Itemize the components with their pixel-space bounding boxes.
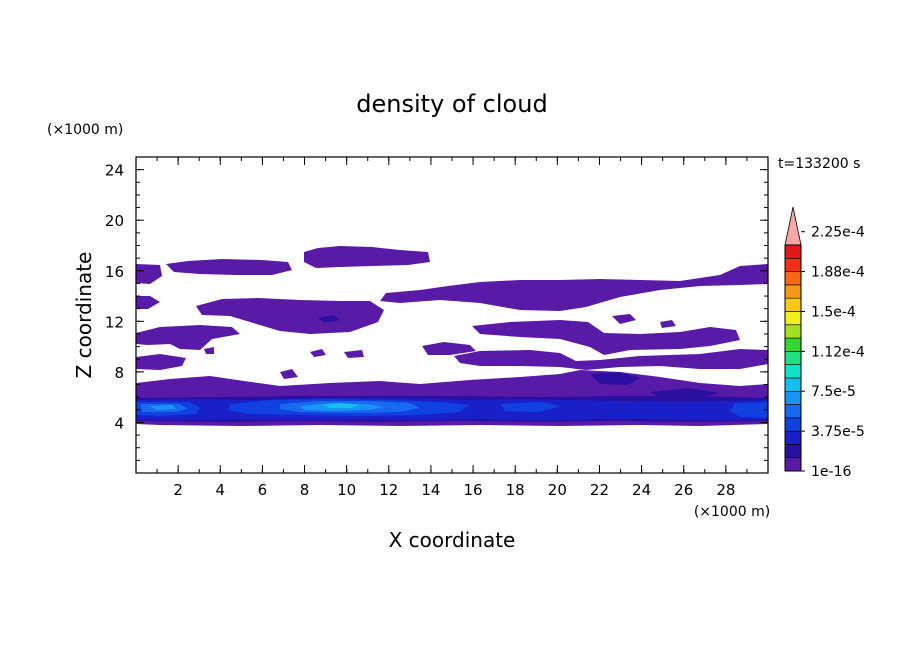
y-tick-label: 16 <box>105 263 124 281</box>
cloud-region <box>380 264 768 311</box>
colorbar-label: 7.5e-5 <box>811 384 856 400</box>
x-tick-label: 16 <box>464 481 483 499</box>
y-axis: 4 8 12 16 20 24 <box>105 162 768 461</box>
time-label: t=133200 s <box>778 156 860 172</box>
cloud-region <box>612 314 636 324</box>
colorbar-label: 1e-16 <box>811 464 851 480</box>
cloud-region <box>310 349 326 357</box>
colorbar-segment <box>784 311 802 326</box>
colorbar-segment <box>784 417 802 432</box>
colorbar-segment <box>784 297 802 312</box>
colorbar-segment <box>784 390 802 405</box>
x-tick-label: 14 <box>421 481 440 499</box>
x-tick-label: 6 <box>258 481 268 499</box>
x-axis-title: X coordinate <box>389 528 516 552</box>
cloud-region <box>590 372 640 385</box>
cloud-region <box>136 325 240 350</box>
y-tick-label: 4 <box>114 414 124 432</box>
x-tick-label: 10 <box>337 481 356 499</box>
colorbar-segment <box>784 337 802 352</box>
cloud-region <box>304 246 430 268</box>
x-tick-label: 2 <box>173 481 183 499</box>
cloud-region <box>136 296 160 309</box>
colorbar-segment <box>784 257 802 272</box>
y-unit-label: (×1000 m) <box>47 122 123 138</box>
x-tick-label: 28 <box>716 481 735 499</box>
y-tick-label: 8 <box>114 364 124 382</box>
colorbar-frame <box>784 244 802 472</box>
colorbar-segment <box>784 244 802 259</box>
cloud-region <box>150 405 176 410</box>
colorbar-label: 2.25e-4 <box>811 225 865 241</box>
x-axis: 2 4 6 8 10 12 14 16 18 20 22 24 26 28 <box>156 157 748 499</box>
colorbar-extend-arrow <box>784 206 802 246</box>
colorbar-segment <box>784 324 802 339</box>
colorbar-label: 1.12e-4 <box>811 344 865 360</box>
x-unit-label: (×1000 m) <box>694 504 770 520</box>
cloud-region <box>280 369 298 379</box>
x-tick-label: 12 <box>379 481 398 499</box>
cloud-region <box>318 315 340 323</box>
colorbar-label: 1.5e-4 <box>811 304 856 320</box>
colorbar-segment <box>784 284 802 299</box>
x-tick-label: 20 <box>548 481 567 499</box>
colorbar-segment <box>784 271 802 286</box>
chart-title: density of cloud <box>356 90 547 118</box>
y-tick-label: 12 <box>105 313 124 331</box>
cloud-region <box>422 342 476 355</box>
cloud-region <box>322 403 360 408</box>
cloud-region <box>204 347 214 354</box>
y-axis-title: Z coordinate <box>72 252 96 379</box>
cloud-region <box>344 350 364 358</box>
cloud-region <box>650 388 720 398</box>
cloud-region <box>136 264 162 284</box>
x-tick-label: 18 <box>506 481 525 499</box>
cloud-region <box>500 402 560 412</box>
cloud-region <box>454 349 768 370</box>
x-tick-label: 4 <box>215 481 225 499</box>
colorbar-label: 3.75e-5 <box>811 424 865 440</box>
cloud-region <box>730 402 768 418</box>
colorbar-labels: 1e-16 3.75e-5 7.5e-5 1.12e-4 1.5e-4 1.88e-4 2.… <box>801 225 865 480</box>
x-tick-label: 26 <box>674 481 693 499</box>
contour-field <box>136 246 768 426</box>
cloud-region <box>136 354 186 370</box>
y-tick-label: 20 <box>105 212 124 230</box>
colorbar-label: 1.88e-4 <box>811 265 865 281</box>
cloud-region <box>472 320 740 355</box>
colorbar <box>784 206 802 472</box>
colorbar-segment <box>784 364 802 379</box>
x-tick-label: 8 <box>300 481 310 499</box>
cloud-region <box>660 320 676 328</box>
y-tick-label: 24 <box>105 162 124 180</box>
colorbar-segment <box>784 377 802 392</box>
cloud-region <box>166 259 292 275</box>
colorbar-segment <box>784 444 802 459</box>
x-tick-label: 22 <box>590 481 609 499</box>
colorbar-segment <box>784 457 802 472</box>
colorbar-segment <box>784 351 802 365</box>
cloud-region <box>196 298 384 334</box>
colorbar-segment <box>784 404 802 419</box>
colorbar-segment <box>784 430 802 445</box>
x-tick-label: 24 <box>632 481 651 499</box>
